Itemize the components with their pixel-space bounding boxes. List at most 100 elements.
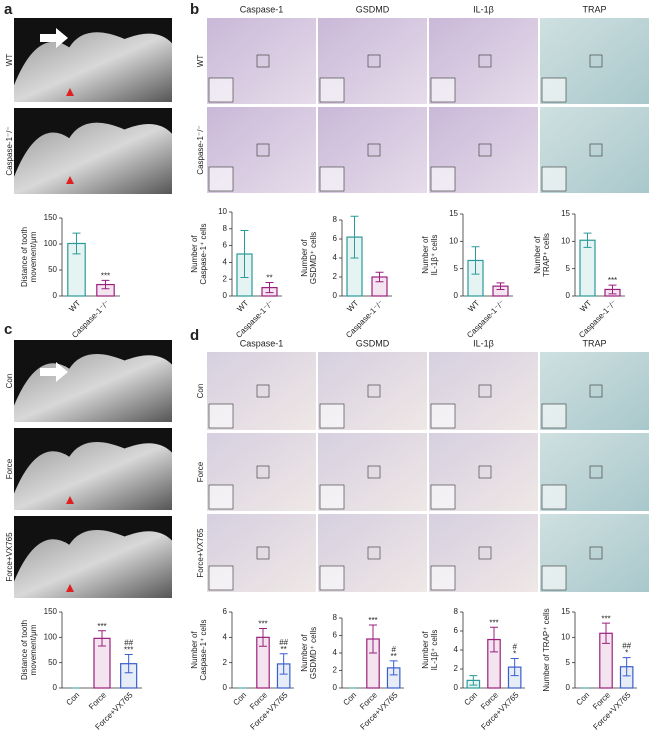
significance: ** (266, 274, 272, 283)
significance: ** (391, 652, 397, 661)
inset (319, 77, 345, 103)
error-bar (101, 279, 110, 290)
roi-box (478, 465, 492, 479)
y-axis-label: Distance of tooth (20, 620, 29, 680)
inset (319, 484, 345, 510)
y-tick-label: 0 (454, 291, 459, 300)
column-header: TRAP (582, 338, 606, 348)
roi-box (367, 384, 381, 398)
error-bar (98, 630, 106, 647)
y-tick-label: 2 (454, 664, 459, 673)
inset (430, 484, 456, 510)
panel-label: d (190, 327, 199, 344)
error-bar (583, 232, 592, 248)
error-bar (608, 284, 617, 295)
x-tick-label: Con (574, 691, 591, 708)
significance: *** (608, 276, 617, 285)
y-tick-label: 10 (561, 236, 570, 245)
roi-box (256, 384, 270, 398)
y-tick-label: 6 (223, 241, 228, 250)
y-tick-label: 8 (223, 224, 228, 233)
error-bar (490, 626, 498, 653)
roi-box (367, 546, 381, 560)
error-bar (259, 627, 267, 647)
y-axis-label: GSDMD⁺ cells (309, 627, 318, 679)
y-tick-label: 2 (333, 666, 338, 675)
error-bar (72, 232, 81, 255)
error-bar (265, 282, 274, 294)
error-bar (389, 660, 398, 676)
x-tick-label: Con (64, 691, 81, 708)
y-tick-label: 0 (53, 291, 58, 300)
row-label: Force (5, 458, 14, 479)
y-axis-label: Distance of tooth (20, 227, 29, 287)
significance: *** (101, 272, 110, 281)
significance: *** (97, 622, 106, 631)
significance: * (625, 649, 628, 658)
y-tick-label: 10 (218, 207, 227, 216)
significance: *** (124, 646, 133, 655)
significance: *** (258, 620, 267, 629)
row-label: WT (5, 54, 14, 67)
roi-box (367, 54, 381, 68)
y-axis-label: GSDMD⁺ cells (309, 232, 318, 284)
y-tick-label: 8 (333, 613, 338, 622)
inset (319, 403, 345, 429)
significance: ## (622, 642, 631, 651)
roi-box (256, 465, 270, 479)
error-bar (496, 282, 505, 290)
y-tick-label: 0 (223, 291, 228, 300)
significance: ## (279, 638, 288, 647)
roi-box (589, 54, 603, 68)
y-axis-label: Number of (300, 634, 309, 672)
y-axis-label: IL-1β⁺ cells (430, 630, 439, 671)
inset (208, 565, 234, 591)
y-axis-label: Caspase-1⁺ cells (199, 619, 208, 680)
x-tick-label: WT (345, 298, 360, 313)
row-label: Caspase-1⁻/⁻ (5, 126, 14, 175)
panel-label: b (190, 1, 199, 18)
row-label: Caspase-1⁻/⁻ (196, 125, 205, 174)
roi-box (367, 143, 381, 157)
y-tick-label: 0 (223, 683, 228, 692)
arrow (40, 362, 68, 382)
roi-box (589, 384, 603, 398)
y-tick-label: 6 (223, 607, 228, 616)
significance: ## (124, 639, 133, 648)
y-axis-label: IL-1β⁺ cells (430, 235, 439, 276)
y-tick-label: 15 (561, 209, 570, 218)
inset (430, 403, 456, 429)
arrow (40, 28, 68, 48)
column-header: GSDMD (356, 338, 390, 348)
error-bar (469, 675, 478, 686)
bar (579, 239, 596, 297)
y-tick-label: 0 (333, 683, 338, 692)
y-axis-label: Number of (300, 239, 309, 277)
y-axis-label: TRAP⁺ cells (542, 233, 551, 277)
x-tick-label: WT (67, 298, 82, 313)
roi-box (589, 546, 603, 560)
inset (208, 166, 234, 192)
y-tick-label: 4 (333, 648, 338, 657)
y-tick-label: 15 (449, 209, 458, 218)
error-bar (375, 271, 384, 283)
roi-box (256, 143, 270, 157)
roi-box (367, 465, 381, 479)
error-bar (622, 657, 631, 677)
y-tick-label: 2 (223, 274, 228, 283)
panel-label: c (4, 321, 12, 338)
y-tick-label: 10 (449, 236, 458, 245)
x-tick-label: Force (87, 690, 108, 711)
y-tick-label: 8 (333, 215, 338, 224)
y-tick-label: 6 (333, 234, 338, 243)
inset (208, 403, 234, 429)
x-tick-label: Con (462, 691, 479, 708)
y-tick-label: 0 (53, 683, 58, 692)
marker (66, 496, 74, 504)
y-tick-label: 5 (566, 658, 571, 667)
y-axis-label: Number of (421, 631, 430, 669)
inset (541, 565, 567, 591)
significance: # (391, 645, 396, 654)
y-tick-label: 0 (333, 291, 338, 300)
